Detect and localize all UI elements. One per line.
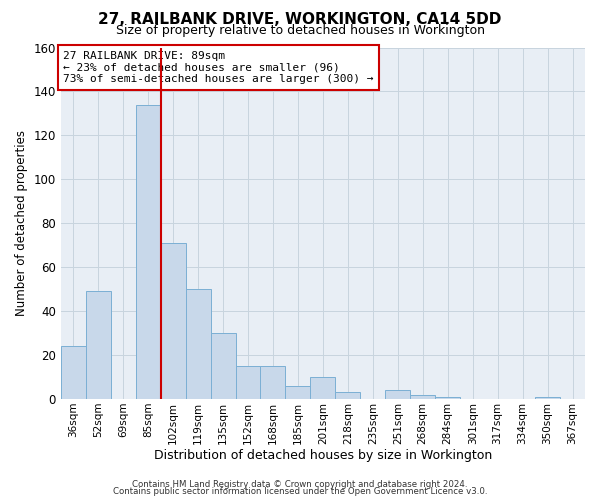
Text: 27 RAILBANK DRIVE: 89sqm
← 23% of detached houses are smaller (96)
73% of semi-d: 27 RAILBANK DRIVE: 89sqm ← 23% of detach…: [64, 51, 374, 84]
X-axis label: Distribution of detached houses by size in Workington: Distribution of detached houses by size …: [154, 450, 492, 462]
Bar: [61, 346, 86, 399]
Bar: [236, 366, 260, 399]
Bar: [86, 292, 111, 399]
Bar: [136, 104, 161, 399]
Bar: [335, 392, 361, 399]
Bar: [435, 397, 460, 399]
Bar: [410, 394, 435, 399]
Bar: [310, 377, 335, 399]
Y-axis label: Number of detached properties: Number of detached properties: [15, 130, 28, 316]
Bar: [286, 386, 310, 399]
Bar: [535, 397, 560, 399]
Text: Size of property relative to detached houses in Workington: Size of property relative to detached ho…: [115, 24, 485, 37]
Bar: [161, 243, 185, 399]
Text: 27, RAILBANK DRIVE, WORKINGTON, CA14 5DD: 27, RAILBANK DRIVE, WORKINGTON, CA14 5DD: [98, 12, 502, 28]
Bar: [211, 333, 236, 399]
Bar: [385, 390, 410, 399]
Bar: [260, 366, 286, 399]
Text: Contains public sector information licensed under the Open Government Licence v3: Contains public sector information licen…: [113, 487, 487, 496]
Text: Contains HM Land Registry data © Crown copyright and database right 2024.: Contains HM Land Registry data © Crown c…: [132, 480, 468, 489]
Bar: [185, 289, 211, 399]
